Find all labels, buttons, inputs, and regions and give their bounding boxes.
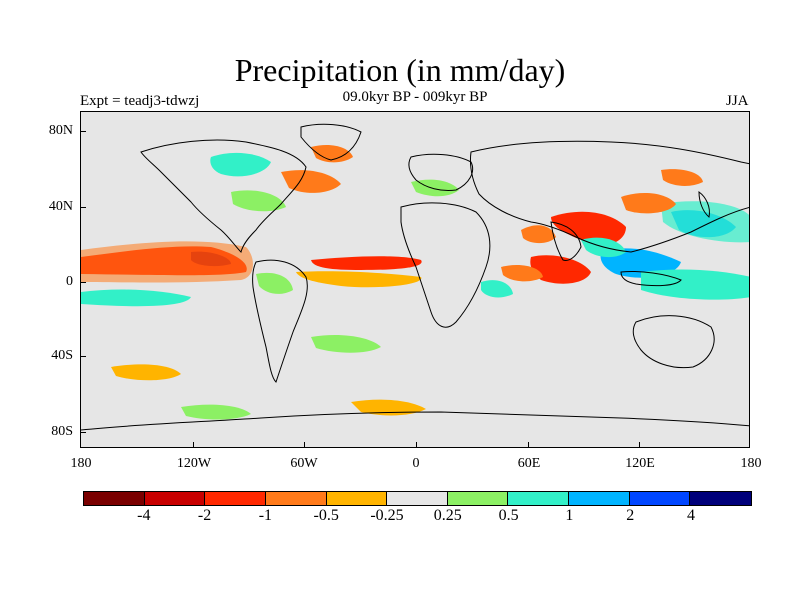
colorbar-label: 0.25 [433, 507, 462, 524]
coast-indonesia [620, 271, 682, 287]
lon-label-120e: 120E [625, 456, 655, 471]
lat-tick [80, 131, 86, 132]
coast-australia [632, 315, 715, 369]
colorbar-box [84, 492, 145, 505]
patch-greenland-orange [311, 145, 353, 163]
lat-tick [80, 356, 86, 357]
map-panel [80, 111, 750, 448]
coast-south-america [252, 259, 308, 383]
patch-south-pac-cyan [81, 289, 191, 307]
anomaly-patches [81, 145, 749, 420]
colorbar-box [144, 492, 206, 505]
lat-label-0: 0 [66, 274, 73, 289]
lon-label-120w: 120W [176, 456, 212, 471]
patch-atl-green [256, 272, 293, 294]
colorbar-label: -4 [137, 507, 151, 524]
colorbar-box [387, 492, 448, 505]
coast-india [550, 221, 582, 261]
patch-atl-red [311, 256, 422, 270]
colorbar-label: 0.5 [498, 507, 519, 524]
patch-africa-cyan [481, 280, 513, 298]
colorbar-box [265, 492, 327, 505]
patch-europe-green [411, 179, 459, 197]
lon-label-60w: 60W [290, 456, 318, 471]
lat-tick [80, 432, 86, 433]
lat-label-40s: 40S [51, 348, 73, 363]
patch-atl-orange [296, 271, 422, 288]
patch-china-orange [621, 192, 676, 214]
patch-southern-green [181, 404, 251, 420]
coast-japan [698, 191, 710, 218]
coastlines [81, 123, 749, 431]
lat-tick [80, 207, 86, 208]
lat-label-80s: 80S [51, 424, 73, 439]
coast-asia [470, 140, 749, 253]
patch-bay-red [551, 211, 626, 246]
colorbar [83, 491, 752, 506]
lat-label-40n: 40N [48, 199, 73, 214]
patch-south-atl-green [311, 335, 381, 353]
colorbar-box [690, 492, 751, 505]
coast-africa [400, 202, 491, 328]
coast-north-america [140, 139, 307, 253]
experiment-label: Expt = teadj3-tdwzj [80, 93, 200, 109]
colorbar-label: 4 [687, 507, 695, 524]
patch-natl-orange [281, 170, 341, 193]
patch-epac-orange [81, 241, 253, 283]
precipitation-map [81, 123, 749, 431]
colorbar-box [629, 492, 691, 505]
colorbar-label: -0.5 [313, 507, 339, 524]
patch-southern-orange [351, 399, 426, 416]
lon-label-180w: 180 [70, 456, 92, 471]
season-label: JJA [726, 93, 749, 109]
lon-tick [528, 442, 529, 448]
patch-indian-red [530, 255, 591, 284]
coast-greenland [300, 123, 362, 161]
lon-tick [304, 442, 305, 448]
patch-maritime-cyan [641, 269, 749, 300]
patch-canada-cyan [210, 152, 271, 177]
coast-europe [408, 153, 474, 191]
coast-antarctica [81, 411, 749, 431]
lat-label-80n: 80N [48, 123, 73, 138]
colorbar-box [508, 492, 569, 505]
colorbar-box [205, 492, 266, 505]
patch-arabia-orange [521, 225, 556, 244]
chart-title: Precipitation (in mm/day) [234, 52, 566, 88]
lon-label-60e: 60E [517, 456, 541, 471]
colorbar-box [326, 492, 388, 505]
colorbar-label: -2 [197, 507, 212, 524]
lat-tick [80, 282, 86, 283]
lon-label-0: 0 [412, 456, 420, 471]
patch-africa-orange [501, 265, 543, 282]
lon-tick [639, 442, 640, 448]
patch-south-pac-orange [111, 364, 181, 381]
patch-asia-orange [661, 169, 703, 186]
lon-label-180e: 180 [740, 456, 762, 471]
lon-tick [193, 442, 194, 448]
chart-subtitle: 09.0kyr BP - 009kyr BP [342, 89, 488, 105]
colorbar-label: 2 [626, 507, 635, 524]
lon-tick [416, 442, 417, 448]
colorbar-box [447, 492, 509, 505]
colorbar-label: 1 [565, 507, 574, 524]
patch-japan-cyan [661, 201, 749, 243]
colorbar-label: -0.25 [370, 507, 404, 524]
patch-namerica-green [231, 190, 286, 212]
colorbar-label: -1 [258, 507, 273, 524]
colorbar-box [569, 492, 630, 505]
